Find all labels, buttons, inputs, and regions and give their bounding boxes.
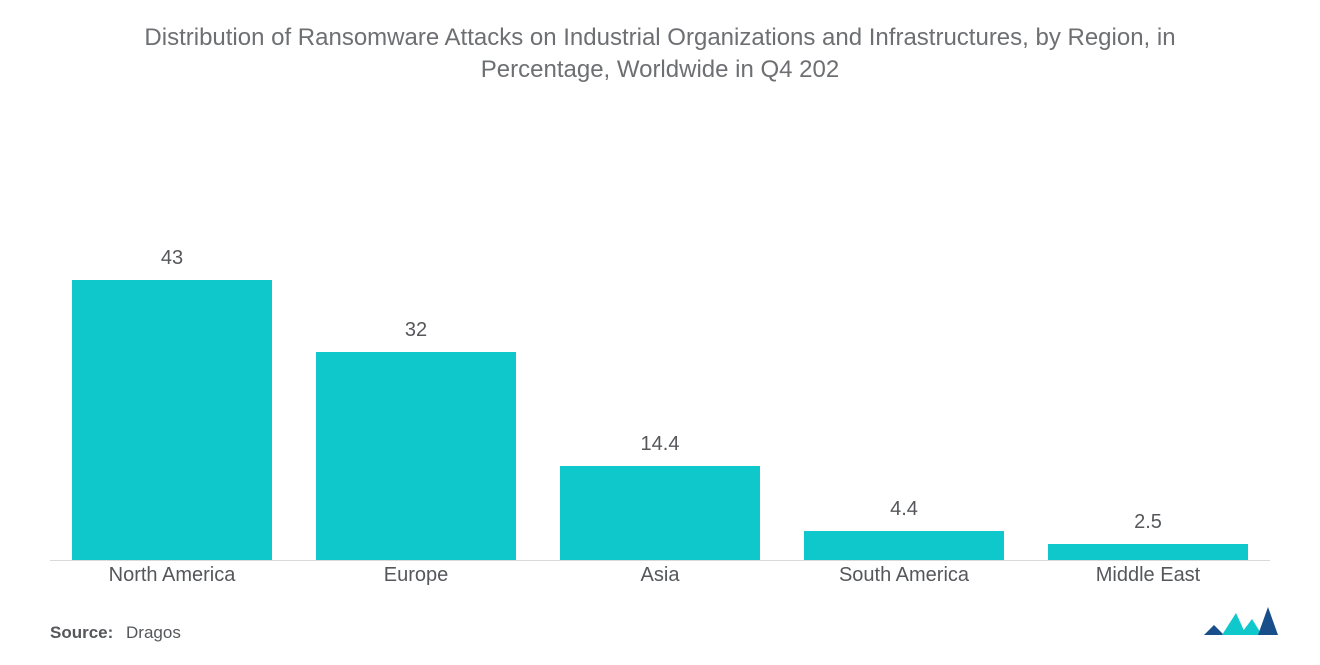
bar <box>560 466 760 560</box>
category-label: Europe <box>294 564 538 587</box>
source-label: Source: <box>50 623 113 642</box>
bar <box>1048 544 1248 560</box>
value-label: 4.4 <box>890 498 918 521</box>
value-label: 43 <box>161 247 183 270</box>
brand-logo <box>1202 605 1280 647</box>
category-axis: North America Europe Asia South America … <box>50 564 1270 587</box>
chart-title: Distribution of Ransomware Attacks on In… <box>0 0 1320 87</box>
value-label: 14.4 <box>641 433 680 456</box>
category-label: Middle East <box>1026 564 1270 587</box>
category-label: North America <box>50 564 294 587</box>
bar-group: 43 <box>50 200 294 560</box>
bar-group: 14.4 <box>538 200 782 560</box>
axis-baseline <box>50 560 1270 561</box>
source-citation: Source: Dragos <box>50 623 181 643</box>
source-value: Dragos <box>126 623 181 642</box>
bar-chart: 43 32 14.4 4.4 2.5 <box>50 200 1270 560</box>
logo-icon <box>1202 605 1280 647</box>
bar <box>72 280 272 560</box>
category-label: Asia <box>538 564 782 587</box>
value-label: 2.5 <box>1134 511 1162 534</box>
bar-group: 4.4 <box>782 200 1026 560</box>
bar-group: 32 <box>294 200 538 560</box>
bar <box>316 352 516 560</box>
bar <box>804 531 1004 560</box>
value-label: 32 <box>405 319 427 342</box>
category-label: South America <box>782 564 1026 587</box>
bar-group: 2.5 <box>1026 200 1270 560</box>
